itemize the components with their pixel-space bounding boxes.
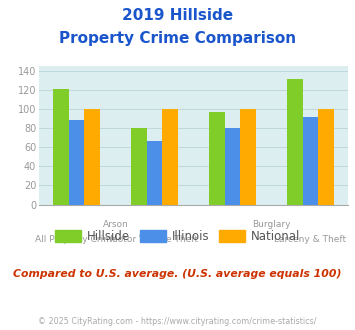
Bar [209, 112, 225, 205]
Text: © 2025 CityRating.com - https://www.cityrating.com/crime-statistics/: © 2025 CityRating.com - https://www.city… [38, 317, 317, 326]
Text: Arson: Arson [103, 220, 129, 229]
Bar [240, 109, 256, 205]
Bar [162, 109, 178, 205]
Text: Motor Vehicle Theft: Motor Vehicle Theft [110, 235, 198, 244]
Legend: Hillside, Illinois, National: Hillside, Illinois, National [50, 225, 305, 248]
Text: Burglary: Burglary [252, 220, 291, 229]
Bar [287, 80, 303, 205]
Text: Compared to U.S. average. (U.S. average equals 100): Compared to U.S. average. (U.S. average … [13, 269, 342, 279]
Bar [131, 128, 147, 205]
Bar [69, 120, 84, 205]
Text: Larceny & Theft: Larceny & Theft [274, 235, 346, 244]
Bar [318, 109, 334, 205]
Text: 2019 Hillside: 2019 Hillside [122, 8, 233, 23]
Bar [84, 109, 100, 205]
Bar [225, 128, 240, 205]
Bar [147, 141, 162, 205]
Text: All Property Crime: All Property Crime [35, 235, 118, 244]
Bar [303, 117, 318, 205]
Text: Property Crime Comparison: Property Crime Comparison [59, 31, 296, 46]
Bar [53, 89, 69, 205]
